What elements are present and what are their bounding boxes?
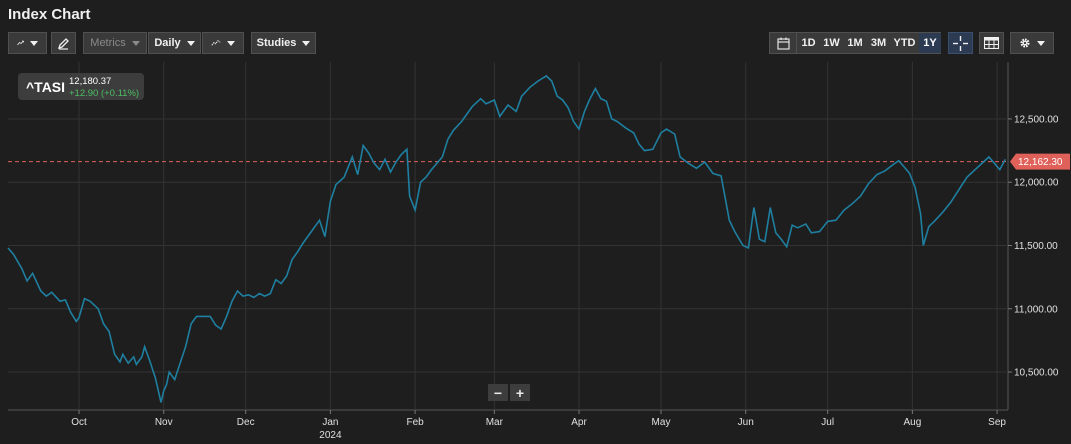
- y-tick-label: 11,500.00: [1014, 241, 1058, 252]
- price-change: +12.90 (+0.11%): [69, 88, 140, 99]
- zoom-out-button[interactable]: −: [488, 384, 508, 401]
- x-tick-label: Aug: [903, 417, 921, 428]
- studies-toolbar: Studies: [251, 32, 317, 56]
- x-tick-label: May: [652, 417, 671, 428]
- symbol-legend: ^TASI 12,180.37 +12.90 (+0.11%): [18, 73, 144, 100]
- studies-label: Studies: [256, 37, 297, 49]
- x-tick-label: Jun: [738, 417, 754, 428]
- x-tick-label: Nov: [155, 417, 173, 428]
- zoom-in-button[interactable]: +: [510, 384, 530, 401]
- settings-toolbar: [1010, 32, 1055, 56]
- draw-toolbar: [51, 32, 77, 56]
- symbol-label: ^TASI: [26, 79, 66, 95]
- table-toolbar: [979, 32, 1004, 56]
- chevron-down-icon: [302, 40, 311, 46]
- chevron-down-icon: [227, 40, 235, 46]
- interval-dropdown[interactable]: Daily: [148, 32, 201, 54]
- price-tag-label: 12,162.30: [1018, 157, 1063, 168]
- chart-type-button[interactable]: [8, 32, 47, 54]
- crosshair-toolbar: [948, 32, 973, 56]
- interval-label: Daily: [154, 37, 181, 49]
- range-ytd[interactable]: YTD: [890, 32, 919, 54]
- metrics-toolbar: Metrics Daily: [83, 32, 245, 56]
- calendar-button[interactable]: [769, 32, 797, 54]
- series-line: [7, 74, 1007, 403]
- y-tick-label: 10,500.00: [1014, 368, 1059, 379]
- metrics-dropdown[interactable]: Metrics: [83, 32, 147, 54]
- range-1w[interactable]: 1W: [820, 32, 843, 54]
- x-year-label: 2024: [319, 430, 342, 441]
- chart-style-dropdown[interactable]: [202, 32, 244, 54]
- left-toolbar: [8, 32, 48, 56]
- x-tick-label: Oct: [71, 417, 87, 428]
- metrics-label: Metrics: [90, 37, 126, 49]
- chevron-down-icon: [131, 40, 140, 46]
- table-view-button[interactable]: [979, 32, 1004, 54]
- y-axis: 10,500.00 11,000.00 11,500.00 12,000.00 12,5…: [1008, 114, 1059, 379]
- calendar-icon: [776, 37, 790, 50]
- page-title: Index Chart: [8, 6, 91, 23]
- line-chart-icon: [17, 40, 24, 46]
- range-buttons: 1D 1W 1M 3M YTD 1Y: [797, 32, 941, 56]
- range-toolbar: 1D 1W 1M 3M YTD 1Y: [769, 32, 941, 56]
- range-1m[interactable]: 1M: [843, 32, 867, 54]
- chevron-down-icon: [30, 40, 38, 46]
- x-axis: Oct Nov Dec Jan 2024 Feb Mar Apr May Jun Jul Aug Sep: [71, 410, 1006, 441]
- chart-grid: [8, 62, 1009, 411]
- crosshair-button[interactable]: [948, 32, 973, 54]
- line-style-icon: [211, 40, 221, 46]
- chevron-down-icon: [186, 40, 195, 46]
- y-tick-label: 12,000.00: [1014, 178, 1059, 189]
- x-tick-label: Dec: [237, 417, 255, 428]
- x-tick-label: Jul: [821, 417, 834, 428]
- x-tick-label: Mar: [486, 417, 504, 428]
- range-1y[interactable]: 1Y: [919, 32, 941, 54]
- x-tick-label: Apr: [571, 417, 587, 428]
- y-tick-label: 11,000.00: [1014, 304, 1058, 315]
- crosshair-icon: [953, 35, 968, 51]
- price-tag-bg: [1010, 153, 1070, 170]
- x-tick-label: Sep: [988, 417, 1006, 428]
- price-tag: 12,162.30: [1010, 153, 1070, 170]
- range-3m[interactable]: 3M: [867, 32, 890, 54]
- last-price: 12,180.37: [69, 76, 112, 87]
- gear-icon: [1020, 38, 1030, 48]
- table-icon: [984, 37, 999, 49]
- draw-button[interactable]: [51, 32, 76, 54]
- x-tick-label: Feb: [406, 417, 424, 428]
- x-tick-label: Jan: [322, 417, 338, 428]
- studies-dropdown[interactable]: Studies: [251, 32, 316, 54]
- y-tick-label: 12,500.00: [1014, 114, 1059, 125]
- range-1d[interactable]: 1D: [797, 32, 820, 54]
- chevron-down-icon: [1037, 40, 1045, 46]
- settings-dropdown[interactable]: [1010, 32, 1054, 54]
- pencil-icon: [57, 37, 69, 50]
- zoom-controls: − +: [488, 384, 532, 401]
